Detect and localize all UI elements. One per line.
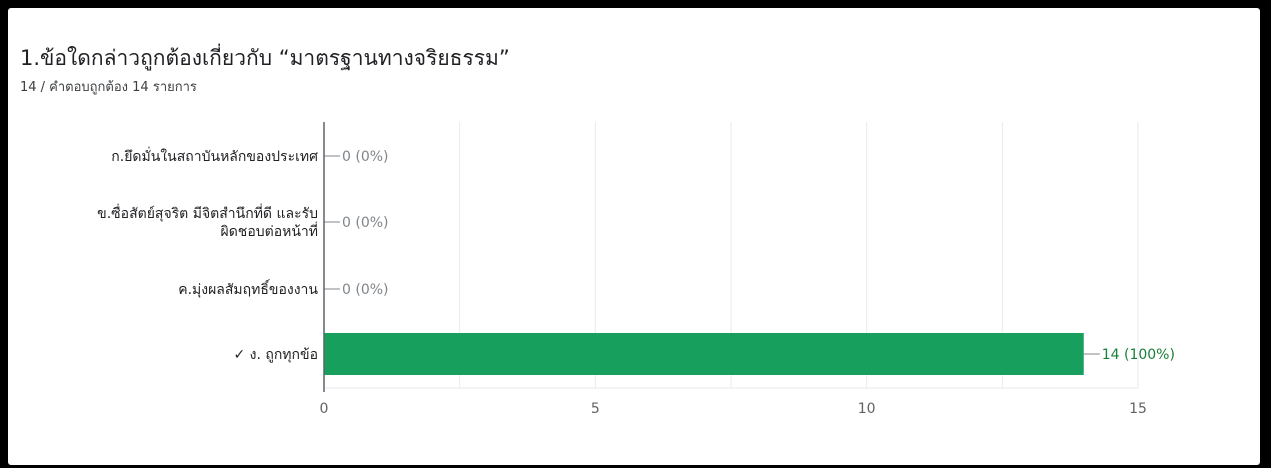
x-tick-label: 5 [591,401,600,417]
question-title: 1.ข้อใดกล่าวถูกต้องเกี่ยวกับ “มาตรฐานทาง… [20,46,510,70]
value-label: 0 (0%) [342,149,389,165]
x-tick-label: 10 [858,401,876,417]
x-tick-label: 0 [320,401,329,417]
question-card [8,8,1260,465]
category-label: ค.มุ่งผลสัมฤทธิ์ของงาน [178,279,318,298]
category-label: ✓ ง. ถูกทุกข้อ [233,347,318,363]
bar [324,333,1084,375]
x-tick-label: 15 [1129,401,1147,417]
category-label: ผิดชอบต่อหน้าที่ [221,222,318,240]
category-label: ก.ยึดมั่นในสถาบันหลักของประเทศ [111,147,318,165]
answer-summary: 14 / คำตอบถูกต้อง 14 รายการ [20,80,197,95]
category-label: ข.ซื่อสัตย์สุจริต มีจิตสำนึกที่ดี และรับ [97,204,318,222]
value-label: 0 (0%) [342,215,389,231]
value-label: 0 (0%) [342,282,389,298]
value-label: 14 (100%) [1102,347,1175,363]
